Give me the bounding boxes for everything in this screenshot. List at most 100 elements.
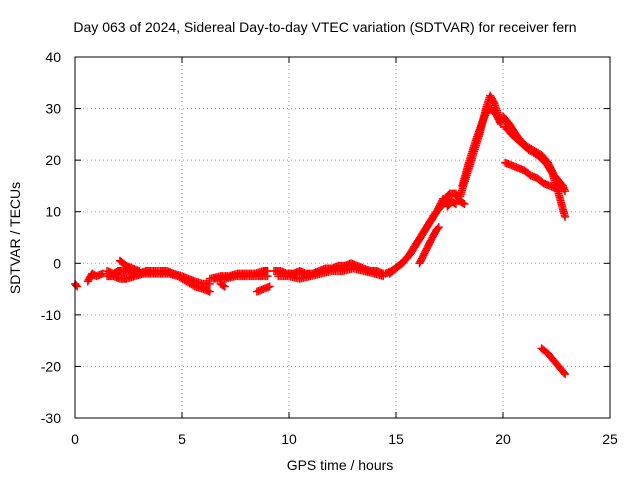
data-marker-run	[418, 222, 432, 238]
y-tick-label: 30	[45, 101, 61, 117]
data-point	[496, 120, 505, 129]
data-series-trace-b	[83, 269, 107, 286]
data-series-trace-t	[501, 122, 570, 221]
data-series-trace-g	[210, 272, 272, 283]
y-axis-label: SDTVAR / TECUs	[7, 182, 23, 294]
data-marker-run	[425, 211, 438, 228]
data-marker-run	[534, 152, 549, 166]
data-marker-run	[405, 242, 419, 259]
data-marker-run	[449, 198, 459, 208]
data-marker-run	[458, 160, 473, 189]
data-marker-run	[393, 260, 406, 272]
data-marker-run	[444, 198, 455, 210]
data-point	[205, 287, 214, 296]
plot-frame	[74, 56, 611, 419]
data-marker-run	[342, 259, 354, 270]
data-marker-run	[509, 161, 521, 172]
data-marker-run	[517, 139, 532, 153]
data-point	[135, 267, 144, 276]
data-marker-run	[183, 278, 198, 290]
data-series-trace-e	[115, 256, 144, 276]
data-marker-run	[123, 262, 136, 272]
y-tick-label: -30	[41, 410, 61, 426]
data-marker-run	[557, 366, 568, 377]
data-point	[561, 212, 570, 221]
data-marker-run	[111, 272, 123, 283]
data-points	[71, 91, 570, 379]
data-marker-run	[94, 270, 106, 280]
data-marker-run	[547, 182, 559, 192]
axis-tick-labels: 0 5 10 15 20 25 -30 -20 -10 0 10 20 30 40	[41, 49, 618, 447]
data-series-trace-r	[458, 104, 505, 190]
data-marker-run	[487, 93, 498, 106]
data-marker-run	[534, 175, 547, 187]
data-point	[263, 272, 272, 281]
data-marker-run	[538, 345, 551, 357]
data-marker-run	[528, 172, 540, 182]
data-point	[98, 269, 107, 278]
data-marker-run	[254, 285, 266, 296]
data-marker-run	[545, 350, 558, 364]
data-marker-run	[431, 203, 444, 218]
y-tick-label: -10	[41, 307, 61, 323]
data-marker-run	[526, 146, 540, 158]
data-marker-run	[260, 283, 273, 293]
data-series-trace-a	[71, 279, 82, 291]
data-marker-run	[555, 191, 569, 220]
data-marker-run	[412, 232, 425, 248]
data-marker-run	[422, 235, 436, 253]
data-marker-run	[386, 265, 399, 277]
y-tick-label: -20	[41, 358, 61, 374]
data-marker-run	[297, 267, 309, 277]
data-marker-run	[348, 259, 360, 270]
x-axis-label: GPS time / hours	[287, 457, 394, 473]
data-marker-run	[508, 131, 523, 145]
data-marker-run	[485, 105, 497, 115]
data-series-trace-p	[443, 197, 460, 211]
data-point	[451, 199, 460, 208]
data-marker-run	[541, 179, 553, 190]
data-marker-run	[429, 227, 440, 240]
data-series-trace-d	[103, 269, 214, 296]
data-series-trace-i	[252, 282, 274, 296]
data-series-trace-u	[501, 158, 567, 193]
data-marker-run	[502, 159, 514, 169]
grid	[75, 57, 610, 418]
data-marker-run	[465, 139, 479, 165]
data-marker-run	[72, 281, 81, 290]
data-point	[460, 199, 469, 208]
x-tick-label: 20	[495, 431, 511, 447]
data-series-trace-v	[537, 344, 570, 379]
data-marker-run	[89, 270, 99, 280]
data-marker-run	[399, 252, 412, 266]
data-series-trace-k	[274, 264, 388, 283]
y-tick-label: 0	[53, 255, 61, 271]
data-marker-run	[433, 224, 442, 233]
data-point	[561, 370, 570, 379]
data-marker-run	[500, 113, 513, 127]
data-point	[265, 282, 274, 291]
data-marker-run	[457, 198, 468, 208]
data-marker-run	[201, 285, 213, 296]
data-marker-run	[175, 273, 189, 285]
y-tick-label: 10	[45, 204, 61, 220]
data-series-trace-n	[415, 223, 443, 268]
data-marker-run	[290, 267, 303, 277]
data-marker-run	[502, 123, 515, 138]
x-tick-label: 5	[178, 431, 186, 447]
data-marker-run	[117, 257, 130, 269]
data-point	[220, 282, 229, 291]
x-tick-label: 0	[71, 431, 79, 447]
data-marker-run	[110, 267, 121, 277]
data-point	[434, 223, 443, 232]
data-marker-run	[130, 265, 142, 275]
data-point	[73, 282, 82, 291]
data-marker-run	[491, 108, 505, 127]
data-series-trace-h	[216, 279, 229, 291]
data-marker-run	[442, 190, 453, 202]
data-marker-run	[416, 248, 430, 266]
y-tick-label: 40	[45, 49, 61, 65]
data-marker-run	[506, 121, 519, 137]
data-marker-run	[515, 164, 527, 174]
